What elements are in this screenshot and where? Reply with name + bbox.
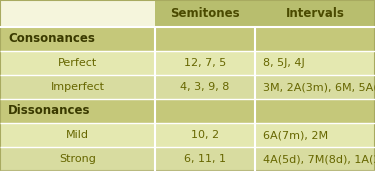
Text: 6A(7m), 2M: 6A(7m), 2M <box>263 130 328 140</box>
Bar <box>0 99 375 123</box>
Text: Strong: Strong <box>59 154 96 164</box>
Bar <box>0 147 375 171</box>
Text: 4, 3, 9, 8: 4, 3, 9, 8 <box>180 82 230 92</box>
Bar <box>0 123 375 147</box>
Text: Dissonances: Dissonances <box>8 104 90 117</box>
Text: Imperfect: Imperfect <box>51 82 105 92</box>
Text: 3M, 2A(3m), 6M, 5A(6m): 3M, 2A(3m), 6M, 5A(6m) <box>263 82 375 92</box>
Text: 10, 2: 10, 2 <box>191 130 219 140</box>
Text: 8, 5J, 4J: 8, 5J, 4J <box>263 58 305 68</box>
Text: Intervals: Intervals <box>286 7 344 20</box>
Text: Perfect: Perfect <box>58 58 97 68</box>
Text: Consonances: Consonances <box>8 32 95 45</box>
Bar <box>155 0 255 27</box>
Bar <box>255 0 375 27</box>
Text: 6, 11, 1: 6, 11, 1 <box>184 154 226 164</box>
Text: 4A(5d), 7M(8d), 1A(2m): 4A(5d), 7M(8d), 1A(2m) <box>263 154 375 164</box>
Text: Semitones: Semitones <box>170 7 240 20</box>
Bar <box>0 51 375 75</box>
Bar <box>0 0 155 27</box>
Bar <box>0 75 375 99</box>
Text: 12, 7, 5: 12, 7, 5 <box>184 58 226 68</box>
Text: Mild: Mild <box>66 130 89 140</box>
Bar <box>0 27 375 51</box>
